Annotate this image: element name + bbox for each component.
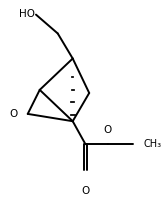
Text: O: O [81,186,90,196]
Text: O: O [104,125,112,135]
Text: O: O [9,109,17,119]
Text: HO: HO [20,9,36,19]
Text: CH₃: CH₃ [144,139,162,149]
